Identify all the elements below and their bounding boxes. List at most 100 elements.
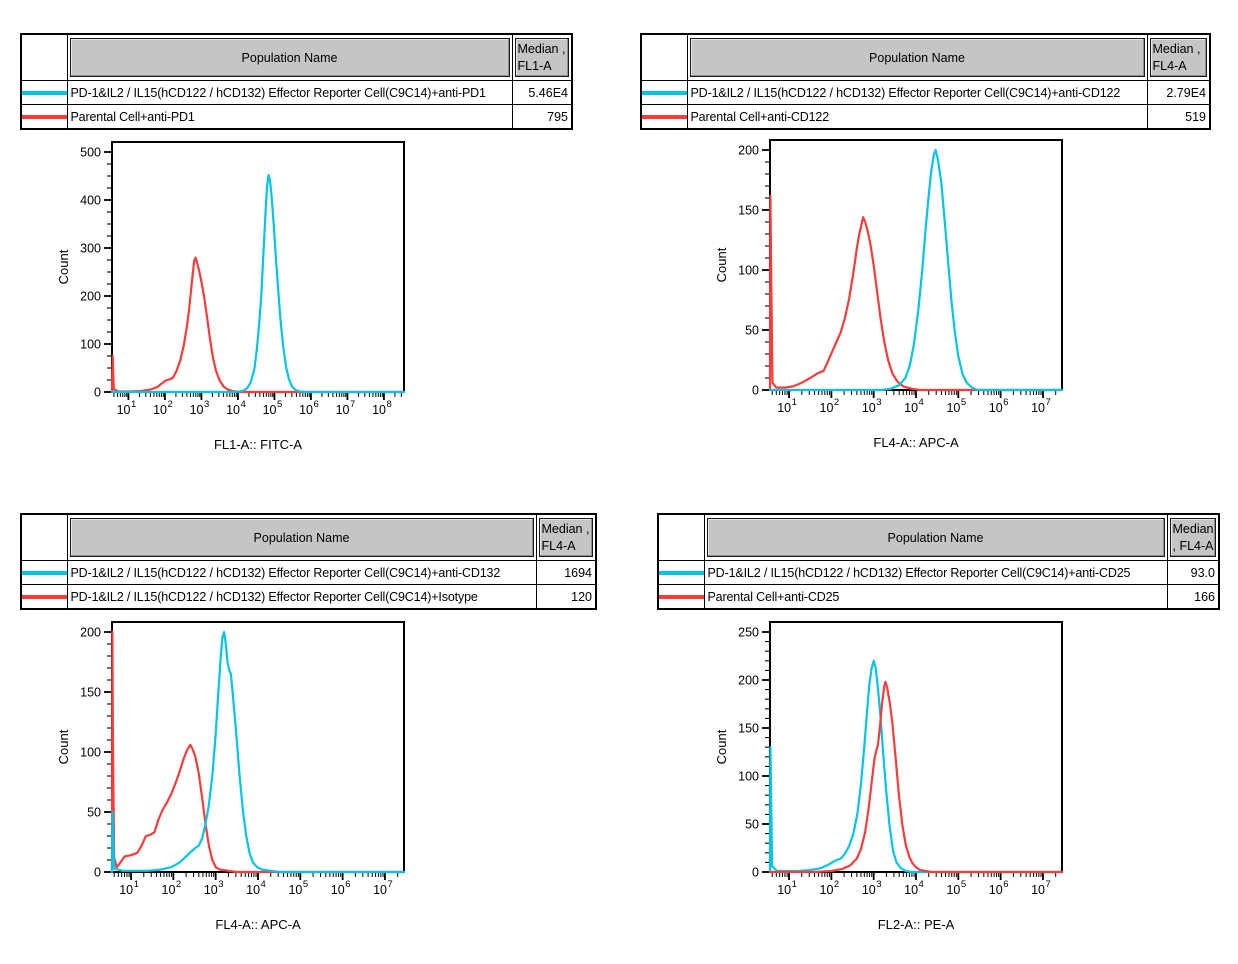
- plot-frame: [111, 141, 405, 393]
- y-axis-title: Count: [714, 247, 729, 282]
- population-name: PD-1&IL2 / IL15(hCD122 / hCD132) Effecto…: [686, 80, 1148, 105]
- series-color-swatch-cell: [20, 80, 68, 105]
- population-name: Parental Cell+anti-PD1: [66, 104, 513, 130]
- series-color-swatch-cell: [20, 584, 68, 610]
- y-axis-title: Count: [56, 249, 71, 284]
- series-color-swatch-cell: [657, 560, 705, 585]
- red-series-swatch: [642, 114, 686, 119]
- x-tick-label: 104: [226, 399, 246, 417]
- table-row: PD-1&IL2 / IL15(hCD122 / hCD132) Effecto…: [657, 560, 1220, 585]
- panel-anti-cd132: Population Name Median , FL4-A PD-1&IL2 /…: [20, 513, 597, 932]
- cyan-series-swatch: [642, 90, 686, 95]
- population-name: PD-1&IL2 / IL15(hCD122 / hCD132) Effecto…: [66, 584, 537, 610]
- swatch-column-header: [657, 513, 705, 561]
- x-tick-label: 108: [372, 399, 392, 417]
- plot-frame: [769, 621, 1063, 873]
- x-axis-title: FL1-A:: FITC-A: [214, 437, 302, 452]
- x-tick-label: 104: [904, 879, 924, 897]
- cyan-series-swatch: [22, 570, 66, 575]
- y-tick-label: 100: [738, 264, 759, 278]
- table-row: PD-1&IL2 / IL15(hCD122 / hCD132) Effecto…: [640, 80, 1211, 105]
- y-tick-label: 50: [745, 324, 759, 338]
- y-tick-label: 200: [80, 626, 101, 640]
- median-value: 795: [511, 104, 573, 130]
- plot-frame: [769, 139, 1063, 391]
- y-tick-label: 0: [94, 866, 101, 880]
- x-tick-label: 107: [1031, 879, 1051, 897]
- median-value: 5.46E4: [511, 80, 573, 105]
- population-name: PD-1&IL2 / IL15(hCD122 / hCD132) Effecto…: [703, 560, 1168, 585]
- x-axis-title: FL4-A:: APC-A: [215, 917, 301, 932]
- x-tick-label: 106: [989, 397, 1009, 415]
- y-tick-label: 200: [738, 674, 759, 688]
- median-value: 120: [535, 584, 597, 610]
- y-tick-label: 0: [752, 384, 759, 398]
- population-stats-table: Population Name Median , FL1-A PD-1&IL2 /…: [20, 33, 573, 130]
- histogram-curve-red: [768, 680, 1064, 874]
- population-name: Parental Cell+anti-CD25: [703, 584, 1168, 610]
- y-tick-label: 0: [752, 866, 759, 880]
- x-tick-label: 103: [862, 397, 882, 415]
- swatch-column-header: [640, 33, 688, 81]
- x-tick-label: 101: [777, 397, 797, 415]
- population-name: PD-1&IL2 / IL15(hCD122 / hCD132) Effecto…: [66, 80, 513, 105]
- swatch-column-header: [20, 33, 68, 81]
- series-color-swatch-cell: [640, 80, 688, 105]
- y-tick-label: 250: [738, 626, 759, 640]
- series-color-swatch-cell: [20, 104, 68, 130]
- series-color-swatch-cell: [657, 584, 705, 610]
- table-row: Parental Cell+anti-CD122 519: [640, 104, 1211, 130]
- x-tick-label: 102: [820, 879, 840, 897]
- x-tick-label: 107: [373, 879, 393, 897]
- median-column-header: Median, FL4-A: [1169, 518, 1216, 557]
- swatch-column-header: [20, 513, 68, 561]
- x-tick-label: 102: [162, 879, 182, 897]
- x-tick-label: 105: [263, 399, 283, 417]
- histogram-curve-red: [110, 256, 406, 394]
- panel-anti-cd122: Population Name Median , FL4-A PD-1&IL2 /…: [640, 33, 1211, 450]
- x-tick-label: 107: [336, 399, 356, 417]
- histogram-anti-cd25: 0 50 100 150 200 250 101 102 103 104 105 106 107 FL2-…: [714, 621, 1064, 932]
- red-series-swatch: [22, 594, 66, 599]
- x-tick-label: 101: [119, 879, 139, 897]
- y-tick-label: 500: [80, 146, 101, 160]
- cyan-series-swatch: [659, 570, 703, 575]
- median-value: 93.0: [1166, 560, 1220, 585]
- x-tick-label: 104: [246, 879, 266, 897]
- population-name-header: Population Name: [69, 38, 510, 77]
- median-column-header: Median , FL4-A: [538, 518, 593, 557]
- x-tick-label: 105: [946, 879, 966, 897]
- series-color-swatch-cell: [640, 104, 688, 130]
- red-series-swatch: [659, 594, 703, 599]
- population-stats-table: Population Name Median , FL4-A PD-1&IL2 /…: [640, 33, 1211, 130]
- histogram-curve-red: [768, 194, 1064, 392]
- x-tick-label: 103: [190, 399, 210, 417]
- series-color-swatch-cell: [20, 560, 68, 585]
- table-row: Parental Cell+anti-PD1 795: [20, 104, 573, 130]
- median-value: 166: [1166, 584, 1220, 610]
- y-tick-label: 50: [87, 806, 101, 820]
- y-tick-label: 150: [80, 686, 101, 700]
- table-row: Parental Cell+anti-CD25 166: [657, 584, 1220, 610]
- population-name: PD-1&IL2 / IL15(hCD122 / hCD132) Effecto…: [66, 560, 537, 585]
- x-tick-label: 105: [288, 879, 308, 897]
- histogram-curve-red: [110, 630, 406, 874]
- histogram-curve-cyan: [110, 173, 406, 394]
- x-tick-label: 103: [862, 879, 882, 897]
- y-tick-label: 100: [80, 746, 101, 760]
- y-axis-title: Count: [714, 729, 729, 764]
- median-column-header: Median , FL4-A: [1149, 38, 1207, 77]
- median-value: 2.79E4: [1146, 80, 1211, 105]
- table-row: PD-1&IL2 / IL15(hCD122 / hCD132) Effecto…: [20, 584, 597, 610]
- x-tick-label: 106: [989, 879, 1009, 897]
- median-value: 1694: [535, 560, 597, 585]
- y-tick-label: 150: [738, 722, 759, 736]
- x-tick-label: 101: [777, 879, 797, 897]
- population-name-header: Population Name: [69, 518, 534, 557]
- x-axis-title: FL2-A:: PE-A: [878, 917, 955, 932]
- red-series-swatch: [22, 114, 66, 119]
- x-tick-label: 101: [117, 399, 137, 417]
- table-row: PD-1&IL2 / IL15(hCD122 / hCD132) Effecto…: [20, 560, 597, 585]
